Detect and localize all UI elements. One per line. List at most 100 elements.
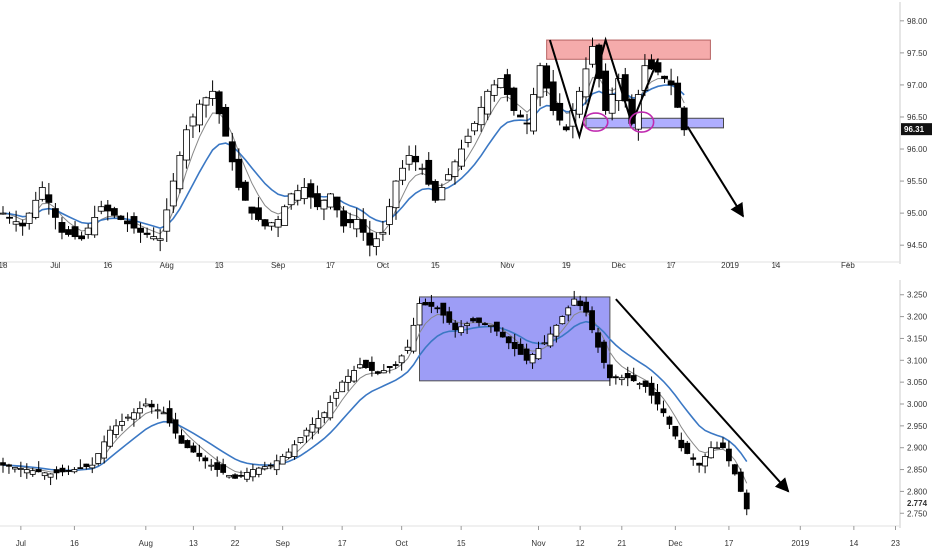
candle-body [41,472,48,477]
candle-body [19,222,27,227]
candle-body [189,116,197,127]
candle-body [357,364,363,369]
candle [222,104,230,137]
y-tick-label: 97.50 [907,49,928,58]
x-tick-label: 16 [70,539,79,548]
candle [163,198,171,243]
candle-body [287,193,295,206]
candle-body [428,301,435,307]
candle-body [582,68,590,98]
candle-body [458,326,465,334]
candle-body [17,468,24,470]
y-tick-label: 95.50 [907,177,928,186]
candle [482,322,488,326]
x-tick-label: 12 [576,539,585,548]
candle-body [327,193,334,208]
candle-body [156,238,164,241]
candle-body [576,90,583,115]
candle [612,374,619,385]
candle [130,408,137,427]
candle [202,96,210,118]
candle [720,437,726,449]
candle [690,453,697,466]
candle-body [214,462,221,470]
candle [654,383,661,411]
candle [65,226,72,237]
candle-body [589,310,595,331]
y-tick-label: 2.750 [907,509,928,518]
candle-body [202,457,209,462]
candle-body [549,81,557,111]
x-tick-label: 15 [457,539,466,548]
candle [97,200,105,215]
candle-body [434,307,441,310]
support-zone [585,117,725,129]
candle [117,214,125,221]
candle [422,298,429,306]
candle-body [0,462,6,466]
candle-body [451,161,459,177]
candle-body [490,84,498,96]
candle [23,463,30,479]
candle-body [636,383,643,386]
candle [156,229,164,252]
candle-body [536,65,544,98]
candle [235,148,243,191]
candle [315,410,322,434]
candle [101,435,108,464]
candle [553,324,560,343]
candle [35,461,42,473]
candle [404,339,411,354]
candle-body [438,187,446,201]
candle [582,57,590,105]
candle [530,87,537,135]
candle [83,463,90,470]
candle [78,231,85,241]
candle-body [160,412,167,415]
candle [547,326,554,348]
x-tick-label: Oct [395,539,408,548]
current-price-label: 96.31 [904,125,925,134]
candle-body [333,196,341,211]
candle-body [464,135,472,143]
candle-body [220,464,227,473]
candle [287,192,295,210]
candle [333,196,341,218]
candle-body [45,194,53,203]
candle-body [607,364,613,379]
x-tick-label: 18 [0,261,8,270]
candle-body [340,210,348,227]
candle [268,221,275,231]
candle [517,338,524,355]
candle [340,206,348,233]
slow-moving-average [2,320,748,472]
candle-body [731,464,738,475]
candle [726,440,732,467]
candle-body [678,439,685,449]
candle-body [720,442,726,449]
candle [345,369,352,391]
candle-body [95,453,102,464]
current-price-label: 2.774 [907,499,928,508]
candle-body [571,298,578,306]
candle-body [476,317,482,323]
candle [680,105,688,136]
candle-body [208,464,215,467]
y-tick-label: 2.950 [907,422,928,431]
candle-body [666,416,673,425]
candle [136,401,143,419]
candle-body [379,231,387,235]
candle-body [297,437,304,443]
x-tick-label: Sep [271,261,286,270]
candle-body [150,236,158,240]
candle-body [309,423,316,433]
candle [438,183,446,201]
candle-body [117,215,125,220]
candle-body [255,207,262,220]
candle-body [6,216,13,219]
candle [65,465,72,476]
candle [84,223,92,239]
candle [333,389,340,407]
candle [142,398,149,408]
candle-body [202,97,210,106]
